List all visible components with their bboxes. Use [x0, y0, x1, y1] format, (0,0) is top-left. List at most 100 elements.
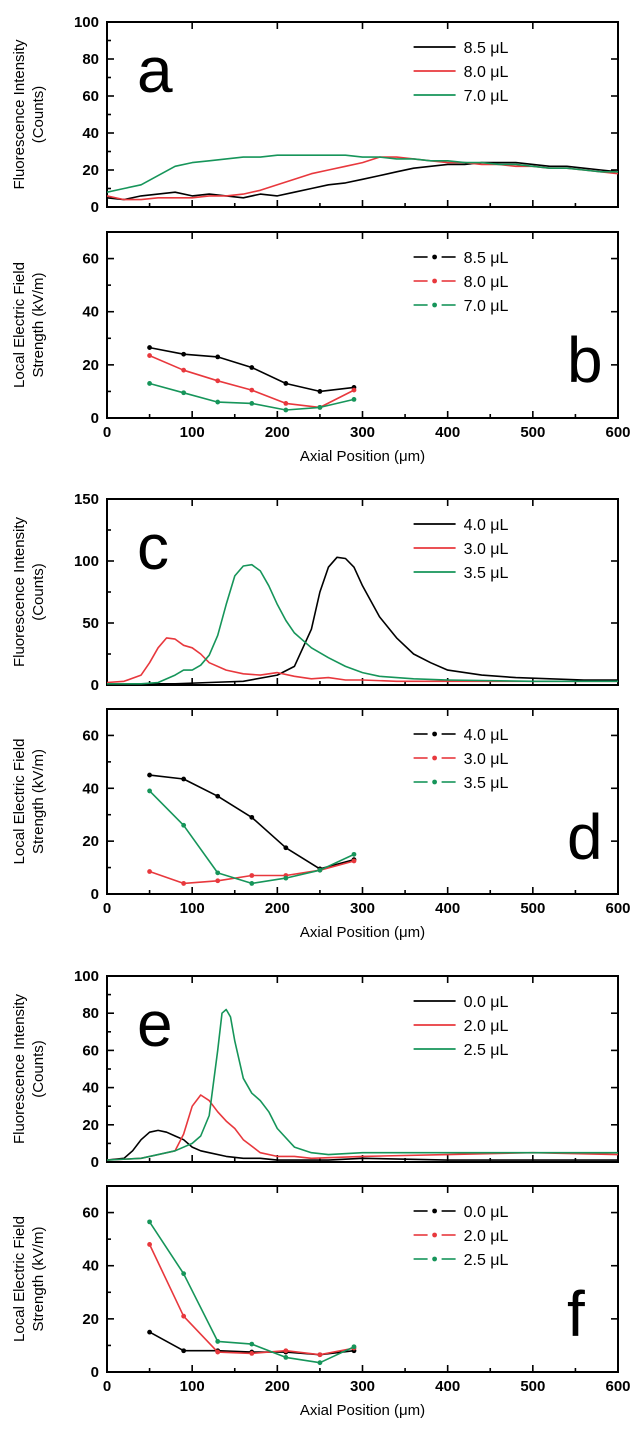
data-point — [181, 1271, 187, 1277]
legend-marker — [432, 278, 437, 284]
y-axis-title-line: Strength (kV/m) — [30, 272, 47, 377]
legend-label: 2.5 μL — [464, 1252, 509, 1269]
y-tick-label: 20 — [82, 833, 99, 850]
x-tick-label: 200 — [265, 424, 290, 441]
panel-letter: e — [137, 988, 173, 1060]
data-point — [283, 1354, 289, 1360]
data-point — [215, 870, 221, 876]
data-point — [181, 1348, 187, 1354]
data-point — [351, 1344, 357, 1350]
data-point — [249, 814, 255, 820]
data-point — [351, 387, 357, 393]
data-point — [147, 353, 152, 358]
x-tick-label: 300 — [350, 900, 375, 917]
series-group — [147, 1219, 357, 1366]
y-tick-label: 40 — [82, 1258, 99, 1275]
legend-marker — [432, 755, 437, 761]
series-group — [107, 154, 618, 201]
legend-label: 0.0 μL — [464, 1204, 509, 1221]
x-tick-label: 100 — [180, 900, 205, 917]
series-group — [107, 556, 618, 685]
y-tick-label: 40 — [82, 1080, 99, 1097]
x-tick-label: 500 — [520, 900, 545, 917]
y-axis-title: Local Electric Field Strength (kV/m) — [11, 739, 47, 865]
legend-label: 4.0 μL — [464, 517, 509, 534]
y-tick-label: 0 — [91, 410, 99, 427]
y-axis-title: Local Electric Field Strength (kV/m) — [11, 262, 47, 388]
x-tick-label: 200 — [265, 900, 290, 917]
y-tick-label: 60 — [82, 1205, 99, 1222]
y-axis-title-line: Fluorescence Intensity — [11, 39, 28, 190]
data-point — [181, 1313, 187, 1319]
panel-letter: a — [137, 34, 173, 106]
y-tick-label: 20 — [82, 1117, 99, 1134]
legend-marker — [432, 302, 437, 308]
data-point — [147, 869, 152, 874]
x-tick-label: 100 — [180, 1378, 205, 1395]
data-point — [215, 1339, 221, 1344]
y-tick-label: 100 — [74, 968, 99, 985]
data-point — [147, 381, 152, 386]
series-line — [148, 1221, 355, 1364]
y-tick-label: 0 — [91, 1364, 99, 1381]
panel-letter: f — [567, 1278, 585, 1350]
data-point — [181, 776, 187, 782]
y-tick-label: 0 — [91, 199, 99, 216]
x-tick-label: 600 — [605, 424, 630, 441]
x-axis-title: Axial Position (μm) — [300, 448, 425, 465]
panel-a: 0 20 40 60 80 100 Fluorescence Intensity (Count… — [11, 14, 619, 216]
y-axis-title-line: (Counts) — [30, 1040, 47, 1098]
y-tick-label: 20 — [82, 1311, 99, 1328]
x-tick-label: 600 — [605, 1378, 630, 1395]
legend-label: 2.0 μL — [464, 1018, 509, 1035]
data-point — [215, 793, 221, 799]
data-point — [283, 381, 289, 386]
series-line — [107, 1129, 618, 1161]
legend-label: 0.0 μL — [464, 994, 509, 1011]
data-point — [181, 822, 187, 828]
panel-letter: d — [567, 801, 603, 873]
data-point — [317, 867, 323, 873]
x-tick-label: 400 — [435, 1378, 460, 1395]
y-tick-label: 60 — [82, 1042, 99, 1059]
panel-e: 0 20 40 60 80 100 Fluorescence Intensity (Count… — [11, 968, 619, 1171]
y-tick-label: 80 — [82, 51, 99, 68]
data-point — [147, 1242, 152, 1247]
data-point — [249, 1341, 255, 1347]
legend-label: 3.5 μL — [464, 565, 509, 582]
data-point — [249, 881, 255, 886]
data-point — [215, 878, 221, 884]
data-point — [249, 400, 255, 406]
y-tick-label: 20 — [82, 357, 99, 374]
data-point — [215, 399, 221, 405]
x-tick-label: 400 — [435, 424, 460, 441]
data-point — [181, 390, 187, 396]
x-axis-title: Axial Position (μm) — [300, 924, 425, 941]
legend-label: 8.0 μL — [464, 274, 509, 291]
y-tick-label: 100 — [74, 553, 99, 570]
x-tick-label: 200 — [265, 1378, 290, 1395]
series-line — [107, 156, 618, 201]
y-axis-title-line: Fluorescence Intensity — [11, 516, 28, 667]
legend-label: 2.0 μL — [464, 1228, 509, 1245]
y-axis-title-line: (Counts) — [30, 86, 47, 144]
y-tick-label: 100 — [74, 14, 99, 31]
plot-frame — [106, 231, 619, 419]
series-line — [149, 382, 355, 411]
data-point — [351, 851, 357, 857]
y-tick-label: 20 — [82, 162, 99, 179]
series-line — [149, 354, 355, 409]
y-tick-label: 60 — [82, 727, 99, 744]
series-line — [107, 563, 618, 685]
data-point — [317, 389, 323, 394]
data-point — [181, 351, 187, 357]
legend-label: 7.0 μL — [464, 298, 509, 315]
legend-label: 8.5 μL — [464, 250, 509, 267]
x-tick-label: 0 — [103, 1378, 111, 1395]
legend-marker — [432, 779, 437, 785]
series-line — [107, 556, 618, 685]
data-point — [249, 1351, 255, 1356]
legend-marker — [432, 1256, 437, 1262]
y-tick-label: 150 — [74, 491, 99, 508]
